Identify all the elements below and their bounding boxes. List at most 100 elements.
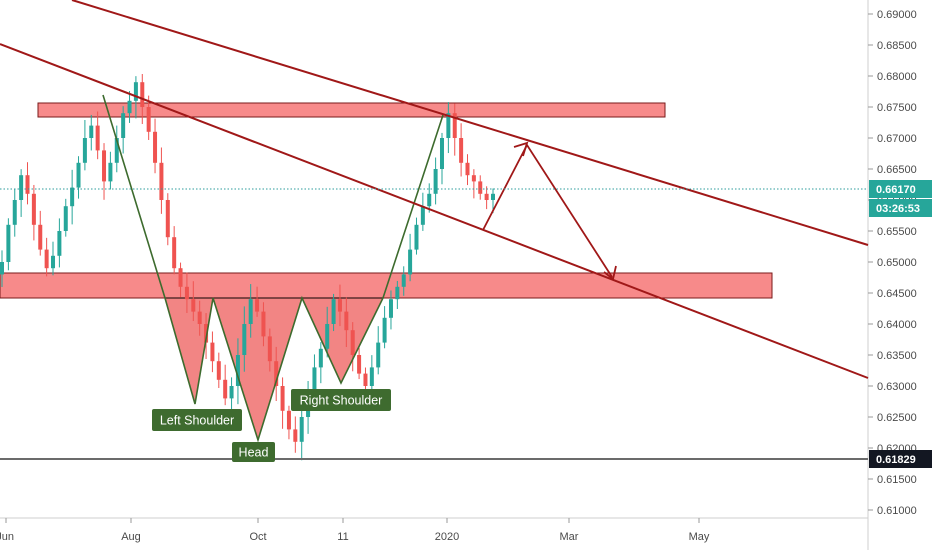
candles [0, 73, 495, 461]
candle-body [484, 193, 489, 200]
candle-body [337, 299, 342, 312]
right-shoulder-label: Right Shoulder [291, 389, 391, 411]
price-tick-label: 0.68000 [877, 71, 917, 83]
candle-body [82, 138, 87, 163]
candle-body [382, 317, 387, 343]
svg-text:Right Shoulder: Right Shoulder [300, 394, 383, 408]
candle-body [121, 113, 126, 138]
candle-body [140, 82, 145, 107]
candle-body [153, 131, 158, 163]
candle-body [267, 336, 272, 362]
price-tick-label: 0.67500 [877, 102, 917, 114]
price-tick-label: 0.61500 [877, 474, 917, 486]
candle-body [216, 361, 221, 380]
candle-body [204, 324, 209, 343]
candle-body [446, 113, 451, 138]
candle-body [229, 386, 234, 399]
projection-arrowhead-down [603, 265, 617, 281]
candle-body [89, 125, 94, 138]
candle-body [0, 262, 4, 275]
candle-body [274, 361, 279, 386]
price-tick-label: 0.63500 [877, 350, 917, 362]
head-label: Head [232, 442, 275, 462]
support-price-tag: 0.61829 [869, 450, 932, 468]
candle-body [420, 206, 425, 225]
candle-body [459, 138, 464, 163]
candle-body [376, 342, 381, 368]
candle-body [197, 311, 202, 324]
price-tick-label: 0.64500 [877, 288, 917, 300]
candle-body [299, 417, 304, 442]
candle-body [350, 330, 355, 355]
current-price-tag: 0.66170 03:26:53 [869, 180, 932, 217]
time-tick-label: Oct [249, 531, 266, 543]
candle-body [478, 181, 483, 194]
candle-body [465, 162, 470, 176]
price-tick-label: 0.61000 [877, 505, 917, 517]
left-shoulder-label: Left Shoulder [152, 409, 242, 431]
candle-body [127, 100, 132, 114]
plot-area [0, 0, 868, 518]
price-tick-label: 0.69000 [877, 9, 917, 21]
price-tick-label: 0.62500 [877, 412, 917, 424]
time-tick-label: May [689, 531, 710, 543]
candle-body [51, 255, 56, 269]
neckline-zone [0, 272, 773, 299]
candle-body [184, 286, 189, 300]
candle-body [102, 150, 107, 182]
svg-text:0.61829: 0.61829 [876, 454, 916, 466]
candle-body [114, 138, 119, 163]
candle-body [31, 193, 36, 225]
time-tick-label: 11 [337, 531, 348, 543]
projection-arrowhead-up [513, 141, 529, 157]
candle-body [408, 249, 413, 275]
time-tick-label: 2020 [435, 531, 459, 543]
candle-body [471, 175, 476, 182]
candle-body [133, 82, 138, 101]
price-tick-label: 0.67000 [877, 133, 917, 145]
candle-body [414, 224, 419, 250]
candle-body [286, 410, 291, 430]
candle-body [146, 107, 151, 132]
candle-body [401, 274, 406, 287]
price-tick-label: 0.65500 [877, 226, 917, 238]
price-tick-label: 0.68500 [877, 40, 917, 52]
svg-text:Head: Head [239, 446, 269, 460]
candle-body [191, 299, 196, 312]
time-axis[interactable]: Jun Aug Oct 11 2020 Mar May [0, 518, 710, 543]
candle-body [38, 224, 43, 250]
lower-channel-line [0, 43, 869, 379]
candle-body [427, 193, 432, 207]
candle-body [210, 342, 215, 362]
candle-body [261, 311, 266, 337]
candle-body [388, 299, 393, 318]
candle-body [6, 224, 11, 262]
candle-body [363, 373, 368, 386]
candle-body [76, 162, 81, 188]
candle-body [312, 367, 317, 393]
candle-body [433, 169, 438, 194]
price-tick-label: 0.63000 [877, 381, 917, 393]
svg-text:Left Shoulder: Left Shoulder [160, 414, 234, 428]
candle-body [19, 175, 24, 200]
candle-body [255, 299, 260, 312]
candle-body [331, 299, 336, 324]
time-tick-label: Aug [121, 531, 141, 543]
candle-body [280, 386, 285, 411]
candle-body [57, 231, 62, 256]
candle-body [344, 311, 349, 331]
candle-body [95, 125, 100, 151]
candle-body [293, 429, 298, 442]
candle-body [108, 162, 113, 182]
pattern-outline [102, 94, 444, 443]
candle-body [235, 355, 240, 386]
candle-body [439, 138, 444, 169]
candle-body [369, 367, 374, 386]
candle-body [325, 324, 330, 349]
candle-body [44, 249, 49, 269]
price-tick-label: 0.66500 [877, 164, 917, 176]
price-axis[interactable]: 0.69000 0.68500 0.68000 0.67500 0.67000 0.665… [868, 9, 917, 517]
candle-body [172, 237, 177, 269]
candle-body [70, 187, 75, 207]
